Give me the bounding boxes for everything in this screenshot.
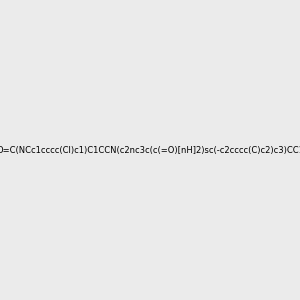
Text: O=C(NCc1cccc(Cl)c1)C1CCN(c2nc3c(c(=O)[nH]2)sc(-c2cccc(C)c2)c3)CC1: O=C(NCc1cccc(Cl)c1)C1CCN(c2nc3c(c(=O)[nH…: [0, 146, 300, 154]
